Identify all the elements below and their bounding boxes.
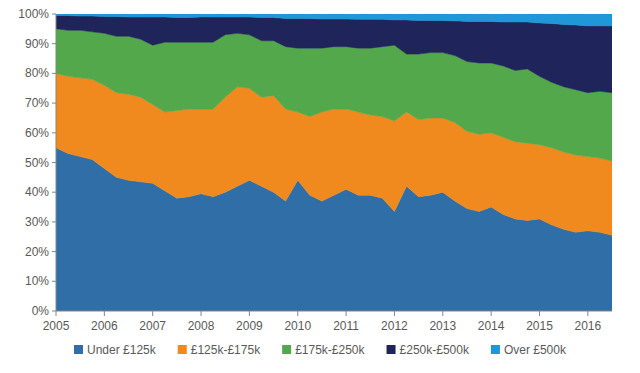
- legend-item: £175k-£250k: [282, 343, 365, 357]
- x-tick-label: 2016: [574, 319, 601, 333]
- x-tick-label: 2006: [91, 319, 118, 333]
- legend-swatch: [74, 345, 83, 354]
- legend-item: £250k-£500k: [387, 343, 470, 357]
- legend-item: £125k-£175k: [178, 343, 261, 357]
- x-tick-label: 2009: [236, 319, 263, 333]
- y-tick-label: 60%: [25, 126, 49, 140]
- y-tick: [52, 281, 56, 282]
- y-tick-label: 70%: [25, 96, 49, 110]
- area: [56, 15, 612, 92]
- legend-label: £250k-£500k: [400, 343, 470, 357]
- x-tick-label: 2012: [381, 319, 408, 333]
- legend-item: Under £125k: [74, 343, 157, 357]
- y-tick-label: 50%: [25, 156, 49, 170]
- y-tick: [52, 14, 56, 15]
- legend: Under £125k £125k-£175k £175k-£250k £250k-£…: [74, 343, 567, 357]
- legend-swatch: [282, 345, 291, 354]
- legend-swatch: [178, 345, 187, 354]
- y-tick: [52, 192, 56, 193]
- y-tick-label: 90%: [25, 37, 49, 51]
- y-tick-label: 80%: [25, 66, 49, 80]
- y-tick: [52, 311, 56, 312]
- x-tick: [201, 311, 202, 316]
- y-tick-label: 40%: [25, 185, 49, 199]
- y-tick-label: 10%: [25, 274, 49, 288]
- area: [56, 14, 612, 26]
- y-tick: [52, 103, 56, 104]
- x-tick: [297, 311, 298, 316]
- x-tick: [539, 311, 540, 316]
- y-tick-label: 30%: [25, 215, 49, 229]
- y-tick: [52, 251, 56, 252]
- legend-item: Over £500k: [491, 343, 567, 357]
- x-tick-label: 2010: [284, 319, 311, 333]
- x-tick: [442, 311, 443, 316]
- x-tick: [346, 311, 347, 316]
- y-tick-label: 20%: [25, 245, 49, 259]
- legend-label: Under £125k: [87, 343, 157, 357]
- legend-label: £175k-£250k: [295, 343, 365, 357]
- x-tick: [104, 311, 105, 316]
- x-tick: [394, 311, 395, 316]
- legend-label: Over £500k: [504, 343, 567, 357]
- x-tick: [587, 311, 588, 316]
- x-axis: [56, 311, 612, 312]
- y-tick-label: 0%: [32, 304, 50, 318]
- legend-label: £125k-£175k: [191, 343, 261, 357]
- x-tick: [56, 311, 57, 316]
- x-tick-label: 2013: [429, 319, 456, 333]
- x-tick-label: 2005: [43, 319, 70, 333]
- x-tick-label: 2008: [188, 319, 215, 333]
- legend-swatch: [491, 345, 500, 354]
- areas: [56, 14, 612, 311]
- y-tick: [52, 221, 56, 222]
- y-tick: [52, 73, 56, 74]
- chart: 0% 10% 20% 30% 40% 50% 60% 70% 80% 90% 100% 2005 200…: [0, 0, 640, 373]
- x-tick-label: 2015: [526, 319, 553, 333]
- legend-swatch: [387, 345, 396, 354]
- x-tick-label: 2011: [333, 319, 359, 333]
- y-tick: [52, 162, 56, 163]
- x-tick: [249, 311, 250, 316]
- y-tick: [52, 43, 56, 44]
- x-tick-label: 2014: [478, 319, 505, 333]
- y-tick: [52, 132, 56, 133]
- x-tick: [491, 311, 492, 316]
- x-tick: [152, 311, 153, 316]
- x-tick-label: 2007: [139, 319, 166, 333]
- y-tick-label: 100%: [18, 7, 49, 21]
